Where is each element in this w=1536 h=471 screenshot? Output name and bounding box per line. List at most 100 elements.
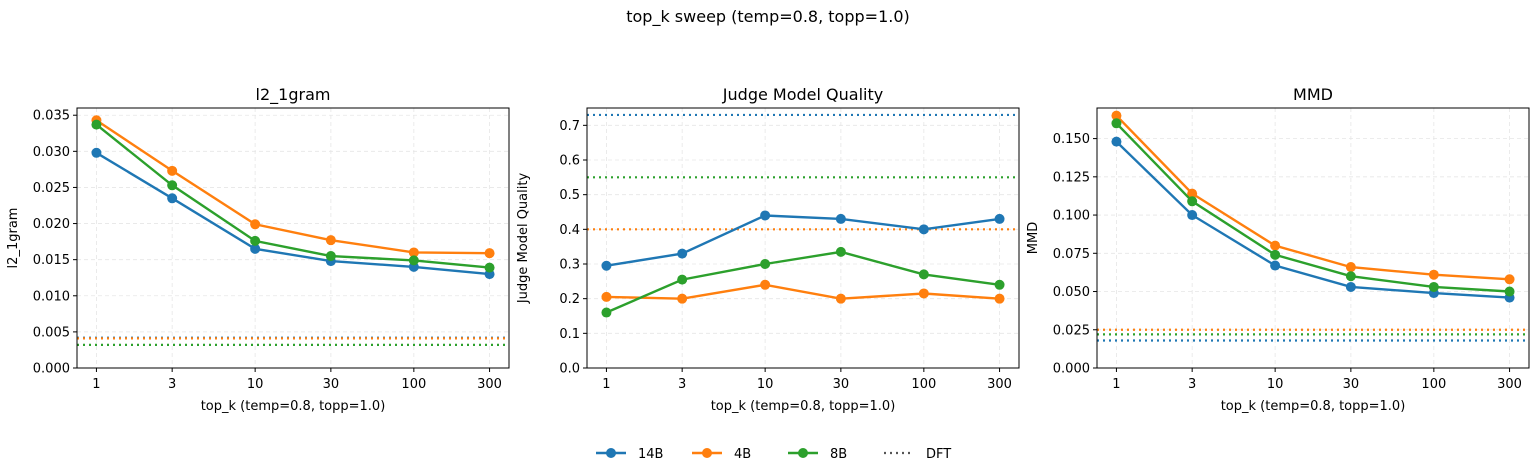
y-axis-label: Judge Model Quality: [516, 173, 531, 305]
point-4b-10: [250, 219, 261, 230]
series-line-14b: [1115, 140, 1510, 299]
point-4b-3: [167, 165, 178, 176]
legend-swatch-marker: [606, 448, 616, 458]
xtick-label: 10: [247, 377, 264, 392]
series-line-4b: [95, 119, 490, 255]
xtick-label: 1: [1112, 377, 1120, 392]
x-axis-label: top_k (temp=0.8, topp=1.0): [201, 399, 386, 414]
axes-frame: [76, 107, 510, 369]
ytick-label: 0.000: [1053, 362, 1090, 377]
axes-frame: [1096, 107, 1530, 369]
point-14b-30: [1345, 281, 1356, 292]
point-4b-30: [1345, 262, 1356, 273]
figure-suptitle: top_k sweep (temp=0.8, topp=1.0): [626, 7, 910, 27]
point-4b-10: [1270, 240, 1281, 251]
legend-label: DFT: [926, 447, 951, 462]
ytick-label: 0.0: [559, 362, 580, 377]
point-8b-100: [1428, 281, 1439, 292]
series-line-14b: [606, 214, 1000, 267]
point-14b-10: [250, 243, 261, 254]
point-14b-1: [601, 260, 612, 271]
xtick-label: 1: [602, 377, 610, 392]
xtick-label: 10: [757, 377, 774, 392]
series-line-4b: [1115, 114, 1510, 281]
point-4b-10: [760, 279, 771, 290]
point-8b-3: [167, 180, 178, 191]
axes-frame: [586, 107, 1020, 369]
point-14b-3: [167, 193, 178, 204]
point-4b-1: [601, 291, 612, 302]
legend-item-8b: 8B: [788, 447, 847, 462]
point-8b-1: [601, 307, 612, 318]
point-4b-30: [325, 235, 336, 246]
ytick-label: 0.4: [559, 223, 580, 238]
point-8b-30: [325, 251, 336, 262]
x-axis-label: top_k (temp=0.8, topp=1.0): [711, 399, 896, 414]
y-axis-label: l2_1gram: [6, 208, 21, 269]
series-line-4b: [606, 283, 1000, 300]
point-4b-1: [1111, 110, 1122, 121]
point-8b-10: [760, 259, 771, 269]
chart-title: MMD: [1293, 85, 1333, 104]
xtick-label: 100: [1421, 377, 1446, 392]
xtick-label: 30: [833, 377, 850, 392]
ytick-label: 0.010: [33, 289, 70, 304]
ytick-label: 0.020: [33, 217, 70, 232]
point-4b-3: [677, 293, 688, 304]
point-4b-300: [1504, 274, 1515, 285]
legend-label: 14B: [638, 447, 663, 462]
series-line-8b: [605, 250, 1000, 314]
point-8b-1: [1111, 118, 1122, 129]
legend-item-dft: DFT: [884, 447, 951, 462]
point-14b-3: [1187, 210, 1198, 221]
x-axis-label: top_k (temp=0.8, topp=1.0): [1221, 399, 1406, 414]
point-14b-300: [994, 213, 1005, 224]
chart-title: Judge Model Quality: [722, 85, 883, 104]
ytick-label: 0.035: [33, 109, 70, 124]
ytick-label: 0.100: [1053, 209, 1090, 224]
ytick-label: 0.025: [1053, 323, 1090, 338]
series-line-14b: [95, 151, 490, 276]
ytick-label: 0.150: [1053, 132, 1090, 147]
point-8b-30: [1345, 271, 1356, 282]
xtick-label: 3: [678, 377, 686, 392]
xtick-label: 1: [92, 377, 100, 392]
series-line-8b: [1115, 122, 1510, 293]
point-14b-10: [1270, 260, 1281, 271]
point-8b-300: [1504, 286, 1515, 297]
legend-item-4b: 4B: [692, 447, 751, 462]
chart-title: l2_1gram: [256, 85, 331, 105]
point-4b-3: [1187, 188, 1198, 199]
point-14b-10: [760, 210, 771, 221]
legend-swatch-marker: [798, 448, 808, 458]
legend-label: 4B: [734, 447, 751, 462]
point-8b-300: [484, 262, 495, 273]
ytick-label: 0.015: [33, 253, 70, 268]
ytick-label: 0.1: [559, 327, 580, 342]
ytick-label: 0.050: [1053, 285, 1090, 300]
ytick-label: 0.005: [33, 325, 70, 340]
point-4b-100: [408, 247, 419, 258]
xtick-label: 300: [477, 377, 502, 392]
xtick-label: 300: [1497, 377, 1522, 392]
chart-judge-model-quality: 0.0 0.1 0.2 0.3 0.4 0.5 0.6 0.7 1 3 10 30 100 300 Judg…: [516, 85, 1020, 414]
point-8b-3: [677, 274, 688, 285]
point-8b-300: [994, 279, 1005, 290]
xtick-label: 30: [323, 377, 340, 392]
xtick-label: 300: [987, 377, 1012, 392]
chart-l2-1gram: 0.000 0.005 0.010 0.015 0.020 0.025 0.030 0.035…: [6, 85, 510, 414]
point-8b-10: [1270, 249, 1281, 260]
point-8b-10: [250, 235, 261, 246]
legend: 14B 4B 8B DFT: [596, 447, 951, 462]
ytick-label: 0.025: [33, 181, 70, 196]
ytick-label: 0.6: [559, 154, 580, 169]
xtick-label: 3: [168, 377, 176, 392]
xtick-label: 100: [401, 377, 426, 392]
point-8b-3: [1187, 196, 1198, 207]
series-line-8b: [95, 123, 490, 269]
y-axis-label: MMD: [1026, 222, 1041, 254]
point-14b-100: [918, 224, 929, 235]
ytick-label: 0.3: [559, 258, 580, 273]
ytick-label: 0.2: [559, 292, 580, 307]
legend-label: 8B: [830, 447, 847, 462]
